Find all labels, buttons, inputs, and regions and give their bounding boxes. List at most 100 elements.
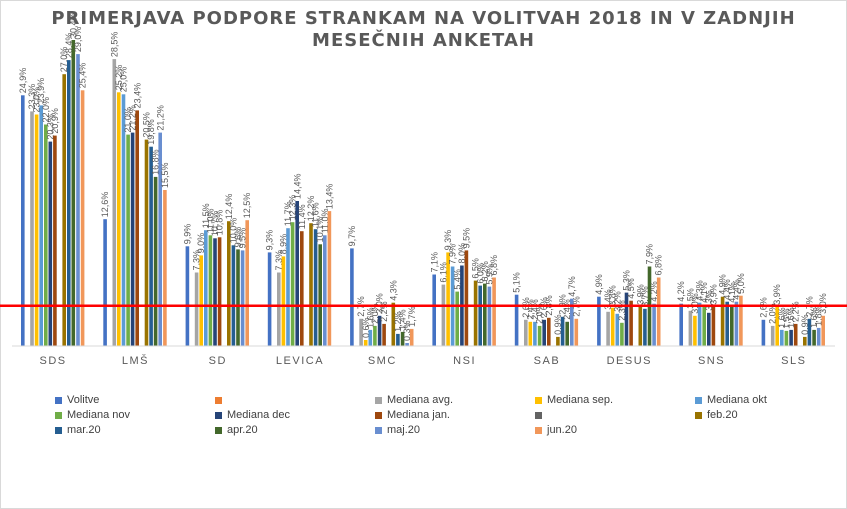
data-label: 30,4%: [68, 12, 78, 38]
legend-swatch: [55, 411, 62, 419]
bar: [67, 60, 71, 346]
bar: [103, 219, 107, 346]
bar: [574, 318, 579, 346]
bar: [286, 228, 290, 346]
bar: [473, 280, 478, 346]
data-label: 6,8%: [489, 255, 499, 276]
bar: [702, 304, 706, 346]
legend-swatch: [695, 396, 702, 404]
bar: [240, 250, 245, 346]
data-label: 1,6%: [809, 307, 819, 328]
x-tick-label: NSI: [453, 355, 476, 367]
legend-item: Mediana sep.: [535, 394, 613, 406]
legend-item: apr.20: [215, 424, 258, 436]
bar: [277, 272, 281, 346]
data-label: 1,4%: [398, 309, 408, 330]
data-label: 6,8%: [654, 255, 664, 276]
bar: [21, 95, 25, 346]
data-label: 21,2%: [155, 105, 165, 131]
legend-item: mar.20: [55, 424, 101, 436]
data-label: 4,4%: [731, 279, 741, 300]
data-label: 11,4%: [297, 204, 307, 229]
bar: [629, 300, 633, 346]
bar: [112, 59, 117, 346]
bar: [487, 286, 492, 346]
data-label: 21,2%: [128, 105, 138, 131]
data-label: 3,8%: [608, 285, 618, 306]
bar: [624, 292, 629, 346]
bar-chart-plot: 24,9% 12,6% 9,9% 9,3% 9,7% 7,1% 5,1% 4,9% 4,2% 2,…: [0, 12, 847, 367]
bar: [560, 316, 565, 346]
data-label: 13,4%: [324, 184, 334, 210]
data-label: 5,4%: [452, 269, 462, 290]
data-label: 9,3%: [265, 230, 275, 251]
data-label: 25,2%: [114, 65, 124, 91]
bar: [130, 132, 135, 346]
bar: [533, 321, 537, 346]
bar: [775, 306, 779, 346]
data-label: 3,9%: [635, 284, 645, 305]
x-tick-label: SDS: [40, 355, 67, 367]
data-label: 0,9%: [553, 314, 563, 335]
bar: [34, 114, 39, 346]
data-label: 24,9%: [18, 68, 28, 94]
data-label: 3,2%: [612, 291, 622, 312]
data-label: 9,5%: [461, 228, 471, 249]
data-label: 5,1%: [512, 272, 522, 293]
data-label: 3,0%: [818, 293, 828, 314]
data-label: 10,0%: [228, 218, 238, 244]
data-label: 1,6%: [365, 307, 375, 328]
bar: [656, 277, 661, 346]
bar: [606, 311, 610, 346]
data-label: 6,5%: [471, 258, 481, 279]
legend-swatch: [535, 396, 542, 404]
bar: [245, 220, 249, 346]
bar: [48, 141, 53, 346]
legend-item: Mediana dec: [215, 409, 290, 421]
data-label: 11,0%: [205, 208, 215, 233]
data-label: 29,0%: [73, 27, 83, 53]
data-label: 22,0%: [41, 97, 51, 123]
bar: [693, 315, 697, 346]
bar: [455, 291, 459, 346]
legend-swatch: [215, 411, 222, 419]
data-label: 15,5%: [160, 162, 170, 188]
bar: [327, 211, 332, 346]
data-label: 4,3%: [695, 280, 705, 301]
legend-swatch: [55, 426, 62, 434]
bar: [697, 302, 702, 346]
data-label: 21,0%: [123, 107, 133, 133]
data-label: 7,3%: [274, 250, 284, 271]
bar: [620, 322, 624, 346]
data-label: 2,4%: [525, 299, 535, 320]
bar: [409, 328, 414, 346]
data-label: 10,8%: [215, 210, 225, 236]
bar: [565, 321, 569, 346]
data-label: 7,9%: [645, 244, 655, 265]
bar: [734, 301, 739, 346]
bar: [281, 256, 286, 346]
data-label: 7,3%: [192, 250, 202, 271]
x-tick-label: SAB: [534, 355, 561, 367]
data-label: 20,3%: [45, 114, 55, 140]
data-label: 4,2%: [649, 281, 659, 302]
bar: [290, 222, 295, 346]
data-label: 0,3%: [402, 320, 412, 341]
bar: [295, 201, 299, 346]
data-label: 7,9%: [448, 244, 458, 265]
legend-swatch: [375, 411, 382, 419]
legend-item: [535, 409, 547, 421]
bar: [770, 325, 775, 346]
data-label: 1,8%: [814, 305, 824, 326]
data-label: 4,1%: [727, 282, 737, 303]
data-label: 28,5%: [109, 32, 119, 58]
bar: [547, 317, 551, 346]
bar: [267, 252, 272, 346]
bar: [807, 318, 812, 346]
data-label: 12,5%: [242, 193, 252, 219]
bar: [149, 146, 153, 346]
data-label: 2,2%: [791, 301, 801, 322]
bar: [816, 327, 821, 346]
bar: [597, 296, 601, 346]
x-tick-label: SMC: [368, 355, 397, 367]
